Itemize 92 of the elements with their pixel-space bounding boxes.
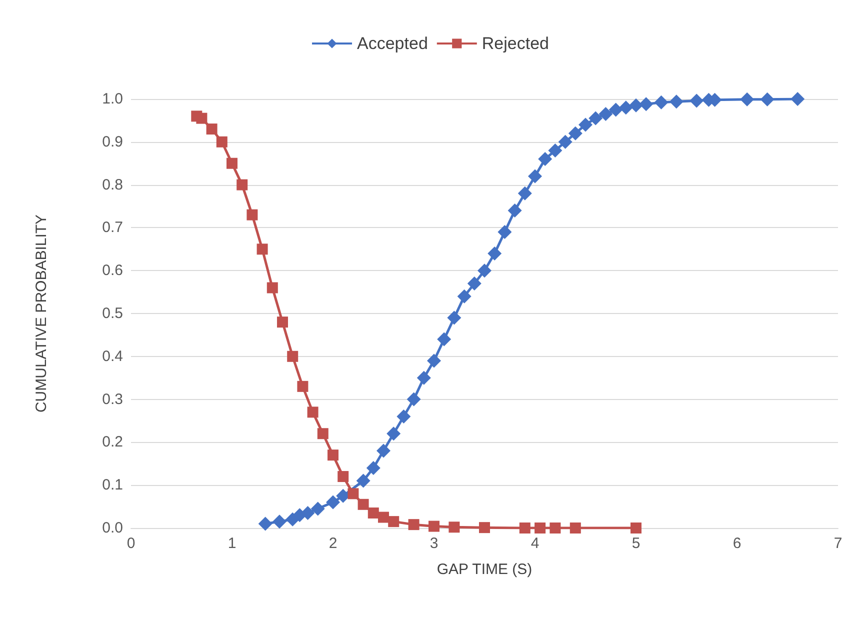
point	[272, 514, 286, 529]
point	[307, 406, 318, 418]
point	[629, 98, 643, 112]
point	[378, 512, 389, 523]
point	[386, 426, 401, 441]
point	[328, 450, 338, 461]
point	[528, 169, 542, 184]
point	[690, 94, 704, 108]
x-tick-label: 7	[834, 535, 842, 552]
y-axis-title: CUMULATIVE PROBABILITY	[33, 214, 50, 413]
point	[277, 316, 288, 328]
point	[630, 522, 642, 534]
point	[246, 209, 258, 220]
point	[287, 350, 298, 362]
point	[206, 124, 218, 135]
point	[358, 498, 369, 510]
x-tick-label: 2	[328, 535, 338, 552]
point	[760, 92, 774, 106]
point	[196, 112, 208, 124]
y-tick-label: 0.6	[102, 262, 123, 280]
point	[550, 522, 561, 534]
point	[457, 289, 472, 304]
point	[366, 460, 380, 475]
point	[236, 179, 248, 190]
legend-label: Rejected	[482, 34, 549, 53]
y-tick-label: 0.3	[102, 390, 123, 408]
point	[608, 102, 623, 117]
point	[256, 244, 268, 255]
point	[508, 204, 522, 218]
point	[437, 332, 452, 346]
point	[396, 409, 411, 424]
point	[479, 522, 490, 534]
x-tick-label: 6	[732, 535, 742, 552]
point	[740, 92, 754, 106]
point	[598, 107, 613, 122]
point	[639, 97, 654, 112]
point	[326, 495, 340, 510]
x-tick-label: 3	[430, 535, 438, 552]
point	[467, 276, 482, 290]
point	[618, 100, 633, 115]
point	[408, 519, 420, 530]
point	[317, 428, 328, 440]
point	[498, 224, 512, 239]
point	[356, 474, 370, 488]
x-tick-label: 0	[126, 535, 136, 552]
point	[588, 111, 603, 126]
point	[570, 522, 581, 534]
point	[427, 354, 441, 368]
y-tick-label: 0.0	[102, 520, 123, 536]
y-tick-label: 0.1	[102, 476, 123, 494]
point	[538, 152, 552, 166]
y-tick-label: 0.2	[102, 434, 123, 451]
point	[790, 92, 805, 106]
point	[297, 380, 308, 392]
point	[376, 444, 390, 458]
point	[348, 488, 359, 500]
point	[654, 95, 668, 110]
point	[226, 158, 238, 169]
point	[447, 310, 462, 325]
point	[428, 520, 440, 532]
point	[548, 143, 562, 158]
point	[578, 118, 592, 132]
point	[488, 246, 502, 260]
y-tick-label: 0.7	[102, 219, 123, 236]
x-axis-title: GAP TIME (S)	[436, 561, 532, 578]
point	[448, 522, 460, 533]
y-tick-label: 0.8	[102, 176, 123, 194]
x-tick-label: 4	[530, 535, 540, 552]
y-tick-label: 0.5	[102, 305, 123, 322]
point	[558, 134, 572, 149]
x-tick-label: 5	[632, 535, 640, 552]
point	[669, 94, 684, 109]
point	[406, 392, 421, 406]
point	[568, 126, 582, 140]
point	[310, 502, 325, 516]
point	[518, 186, 532, 200]
legend-label: Accepted	[357, 34, 428, 53]
point	[478, 264, 492, 278]
point	[216, 136, 228, 148]
point	[338, 471, 349, 482]
point	[368, 507, 379, 518]
point	[416, 370, 431, 385]
point	[300, 506, 315, 520]
point	[266, 282, 278, 294]
point	[388, 516, 400, 528]
point	[534, 522, 546, 534]
y-tick-label: 0.9	[102, 133, 123, 150]
y-tick-label: 1.0	[102, 90, 123, 108]
point	[258, 516, 272, 531]
x-tick-label: 1	[228, 535, 236, 552]
point	[519, 522, 530, 534]
y-tick-label: 0.4	[102, 348, 123, 365]
